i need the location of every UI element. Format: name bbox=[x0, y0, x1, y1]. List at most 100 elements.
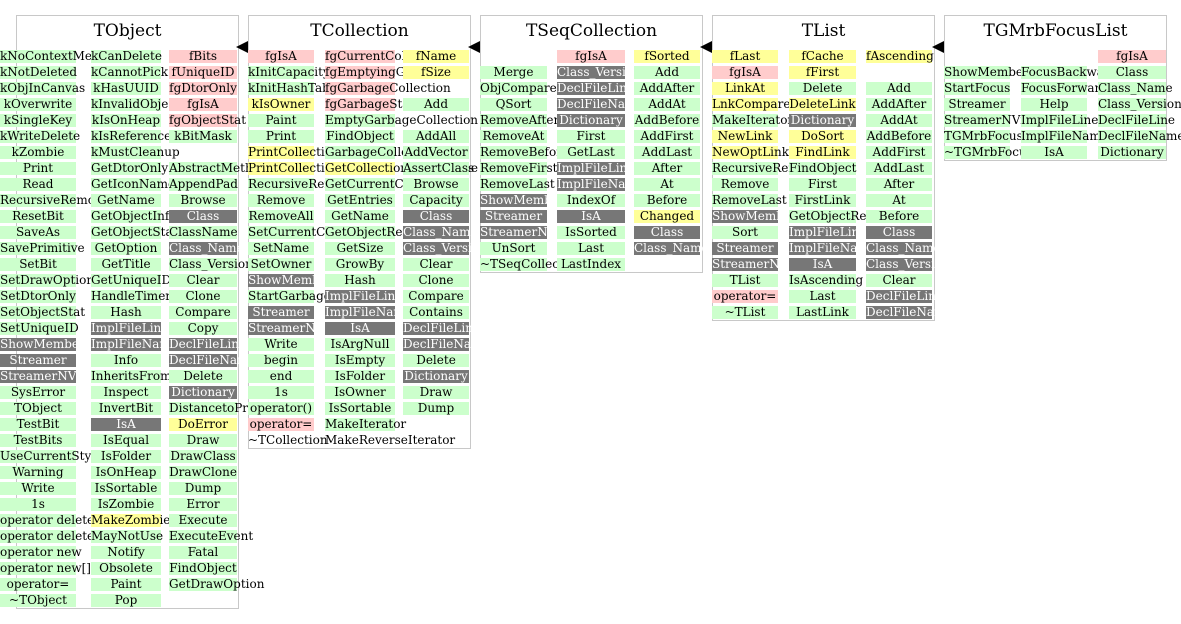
member-kinitcapacity[interactable]: kInitCapacity bbox=[248, 65, 330, 79]
member-dosort[interactable]: DoSort bbox=[789, 130, 856, 143]
member-class-name[interactable]: Class_Name bbox=[1098, 81, 1173, 95]
member-recursiveremove[interactable]: RecursiveRemove bbox=[712, 161, 821, 175]
member-knotdeleted[interactable]: kNotDeleted bbox=[0, 65, 78, 79]
member-at[interactable]: At bbox=[634, 178, 700, 191]
member-write[interactable]: Write bbox=[248, 338, 314, 351]
member-class[interactable]: Class bbox=[169, 210, 237, 223]
member-1s[interactable]: 1s bbox=[0, 498, 76, 511]
member-removelast[interactable]: RemoveLast bbox=[480, 177, 555, 191]
member-browse[interactable]: Browse bbox=[403, 178, 469, 191]
member-startgarbagecollection[interactable]: StartGarbageCollection bbox=[248, 289, 393, 303]
member-kzombie[interactable]: kZombie bbox=[0, 146, 76, 159]
member-before[interactable]: Before bbox=[866, 210, 932, 223]
member-focusforward[interactable]: FocusForward bbox=[1021, 81, 1108, 95]
member-class-version[interactable]: Class_Version bbox=[557, 65, 641, 79]
member-implfileline[interactable]: ImplFileLine bbox=[789, 225, 867, 239]
member-startfocus[interactable]: StartFocus bbox=[944, 81, 1011, 95]
member-kinvalidobject[interactable]: kInvalidObject bbox=[91, 97, 180, 111]
member-kcannotpick[interactable]: kCannotPick bbox=[91, 65, 169, 79]
member-drawclass[interactable]: DrawClass bbox=[169, 449, 237, 463]
member-print[interactable]: Print bbox=[0, 162, 76, 175]
member-deletelink[interactable]: DeleteLink bbox=[789, 97, 856, 111]
member-class-name[interactable]: Class_Name bbox=[403, 225, 478, 239]
member-execute[interactable]: Execute bbox=[169, 514, 237, 527]
member-focusbackward[interactable]: FocusBackward bbox=[1021, 65, 1118, 79]
member-tgmrbfocuslist[interactable]: TGMrbFocusList bbox=[944, 129, 1046, 143]
member-streamer[interactable]: Streamer bbox=[480, 210, 547, 223]
member--tgmrbfocuslist[interactable]: ~TGMrbFocusList bbox=[944, 145, 1056, 159]
member-operator-[interactable]: operator() bbox=[248, 401, 314, 415]
member-getcollectionentryname[interactable]: GetCollectionEntryName bbox=[325, 161, 478, 175]
member-garbagecollect[interactable]: GarbageCollect bbox=[325, 145, 420, 159]
member-operator-new[interactable]: operator new bbox=[0, 545, 82, 559]
member-lastlink[interactable]: LastLink bbox=[789, 306, 856, 319]
member-executeevent[interactable]: ExecuteEvent bbox=[169, 529, 254, 543]
member-implfilename[interactable]: ImplFileName bbox=[557, 177, 644, 191]
member-kcandelete[interactable]: kCanDelete bbox=[91, 49, 162, 63]
member-class[interactable]: Class bbox=[403, 210, 469, 223]
member-sort[interactable]: Sort bbox=[712, 226, 778, 239]
member-isargnull[interactable]: IsArgNull bbox=[325, 338, 395, 351]
member-class-name[interactable]: Class_Name bbox=[866, 241, 941, 255]
member-getobjectref[interactable]: GetObjectRef bbox=[325, 225, 407, 239]
member-copy[interactable]: Copy bbox=[169, 322, 237, 335]
member-implfileline[interactable]: ImplFileLine bbox=[557, 161, 635, 175]
member-class-name[interactable]: Class_Name bbox=[634, 241, 709, 255]
member-declfileline[interactable]: DeclFileLine bbox=[1098, 113, 1176, 127]
member-getname[interactable]: GetName bbox=[325, 210, 395, 223]
member-kisreferenced[interactable]: kIsReferenced bbox=[91, 129, 179, 143]
member-add[interactable]: Add bbox=[403, 98, 469, 111]
member-declfileline[interactable]: DeclFileLine bbox=[169, 337, 247, 351]
member-delete[interactable]: Delete bbox=[169, 370, 237, 383]
member-after[interactable]: After bbox=[634, 162, 700, 175]
member-addall[interactable]: AddAll bbox=[403, 130, 469, 143]
member-findobject[interactable]: FindObject bbox=[325, 129, 395, 143]
member-addlast[interactable]: AddLast bbox=[866, 162, 932, 175]
member-distancetoprimitive[interactable]: DistancetoPrimitive bbox=[169, 401, 290, 415]
member-funiqueid[interactable]: fUniqueID bbox=[169, 66, 237, 79]
member-fgobjectstat[interactable]: fgObjectStat bbox=[169, 113, 247, 127]
member-setname[interactable]: SetName bbox=[248, 242, 314, 255]
member-getcurrentcollection[interactable]: GetCurrentCollection bbox=[325, 177, 457, 191]
member-delete[interactable]: Delete bbox=[403, 354, 469, 367]
member-assertclass[interactable]: AssertClass bbox=[403, 161, 475, 175]
member-isfolder[interactable]: IsFolder bbox=[91, 450, 161, 463]
member-removefirst[interactable]: RemoveFirst bbox=[480, 161, 558, 175]
member-fatal[interactable]: Fatal bbox=[169, 546, 237, 559]
member-contains[interactable]: Contains bbox=[403, 306, 469, 319]
member-setcurrentcollection[interactable]: SetCurrentCollection bbox=[248, 225, 378, 239]
member-addafter[interactable]: AddAfter bbox=[866, 98, 932, 111]
member-kwritedelete[interactable]: kWriteDelete bbox=[0, 129, 81, 143]
member-saveas[interactable]: SaveAs bbox=[0, 226, 76, 239]
member-firstlink[interactable]: FirstLink bbox=[789, 194, 856, 207]
member-dictionary[interactable]: Dictionary bbox=[789, 113, 856, 127]
member-addbefore[interactable]: AddBefore bbox=[866, 129, 932, 143]
member-remove[interactable]: Remove bbox=[248, 194, 314, 207]
member-streamer[interactable]: Streamer bbox=[0, 354, 76, 367]
member-read[interactable]: Read bbox=[0, 178, 76, 191]
member-notify[interactable]: Notify bbox=[91, 546, 161, 559]
member-isequal[interactable]: IsEqual bbox=[91, 434, 161, 447]
member-removeall[interactable]: RemoveAll bbox=[248, 209, 314, 223]
member-invertbit[interactable]: InvertBit bbox=[91, 402, 161, 415]
member-setowner[interactable]: SetOwner bbox=[248, 258, 314, 271]
member-koverwrite[interactable]: kOverwrite bbox=[0, 98, 76, 111]
member--tcollection[interactable]: ~TCollection bbox=[248, 433, 328, 447]
member-findlink[interactable]: FindLink bbox=[789, 146, 856, 159]
member-declfilename[interactable]: DeclFileName bbox=[169, 353, 256, 367]
member-1s[interactable]: 1s bbox=[248, 386, 314, 399]
member-streamernvirtual[interactable]: StreamerNVirtual bbox=[480, 225, 590, 239]
member-capacity[interactable]: Capacity bbox=[403, 194, 469, 207]
member-dictionary[interactable]: Dictionary bbox=[403, 369, 469, 383]
member-findobject[interactable]: FindObject bbox=[789, 161, 857, 175]
member-streamernvirtual[interactable]: StreamerNVirtual bbox=[712, 257, 822, 271]
member-flast[interactable]: fLast bbox=[712, 50, 778, 63]
member-add[interactable]: Add bbox=[634, 66, 700, 79]
member-addfirst[interactable]: AddFirst bbox=[866, 146, 932, 159]
member-declfilename[interactable]: DeclFileName bbox=[557, 97, 644, 111]
member-getobjectref[interactable]: GetObjectRef bbox=[789, 209, 871, 223]
member-at[interactable]: At bbox=[866, 194, 932, 207]
member--tseqcollection[interactable]: ~TSeqCollection bbox=[480, 257, 583, 271]
member-fgemptyinggarbage[interactable]: fgEmptyingGarbage bbox=[325, 65, 448, 79]
member-fgisa[interactable]: fgIsA bbox=[169, 98, 237, 111]
